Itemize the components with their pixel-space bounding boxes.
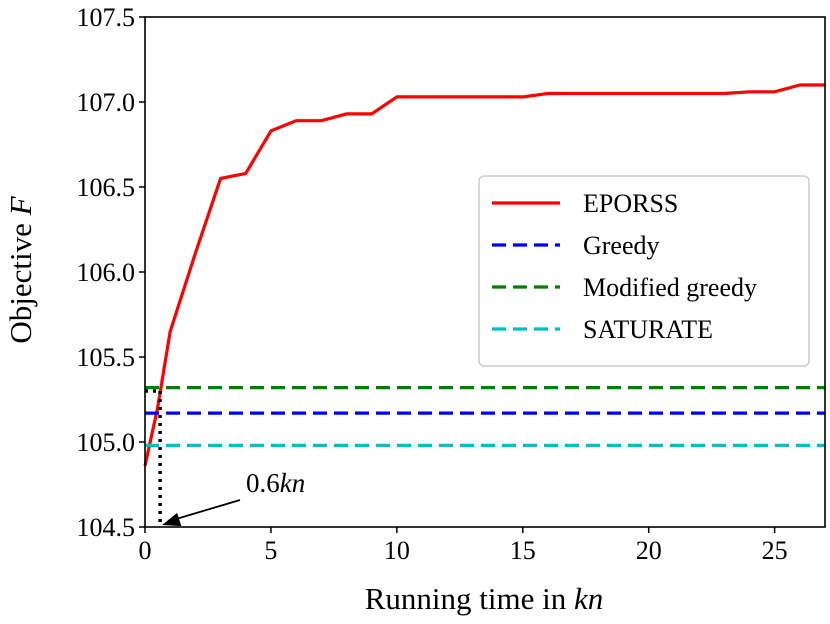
tick-layer: 0 5 10 15 20 25 104.5 105.0 105.5 106.0 106.5 107.0… [77,3,788,565]
legend-label-saturate: SATURATE [583,315,713,344]
y-tick-label: 107.5 [77,3,136,32]
y-tick-label: 107.0 [77,88,136,117]
x-axis-label: Running time in kn [365,581,604,616]
annotation-label: 0.6kn [246,468,305,498]
x-tick-label: 25 [762,536,788,565]
y-tick-label: 104.5 [77,513,136,542]
x-tick-label: 20 [636,536,662,565]
legend-label-eporss: EPORSS [583,189,678,218]
x-tick-label: 5 [264,536,277,565]
annotation-arrow-head [162,512,182,527]
series-line-eporss [143,83,825,467]
legend-label-greedy: Greedy [583,231,660,260]
y-tick-label: 105.5 [77,343,136,372]
x-tick-label: 10 [384,536,410,565]
x-tick-label: 15 [510,536,536,565]
series-layer [143,83,825,467]
annotation-layer [145,389,241,527]
x-tick-label: 0 [139,536,152,565]
y-tick-label: 106.0 [77,258,136,287]
legend-label-modified-greedy: Modified greedy [583,273,757,302]
y-tick-label: 106.5 [77,173,136,202]
legend-box [478,175,810,367]
legend: EPORSS Greedy Modified greedy SATURATE [478,175,810,367]
y-axis-label: Objective F [3,195,38,343]
annotation-arrow-line [175,499,241,520]
y-tick-label: 105.0 [77,428,136,457]
